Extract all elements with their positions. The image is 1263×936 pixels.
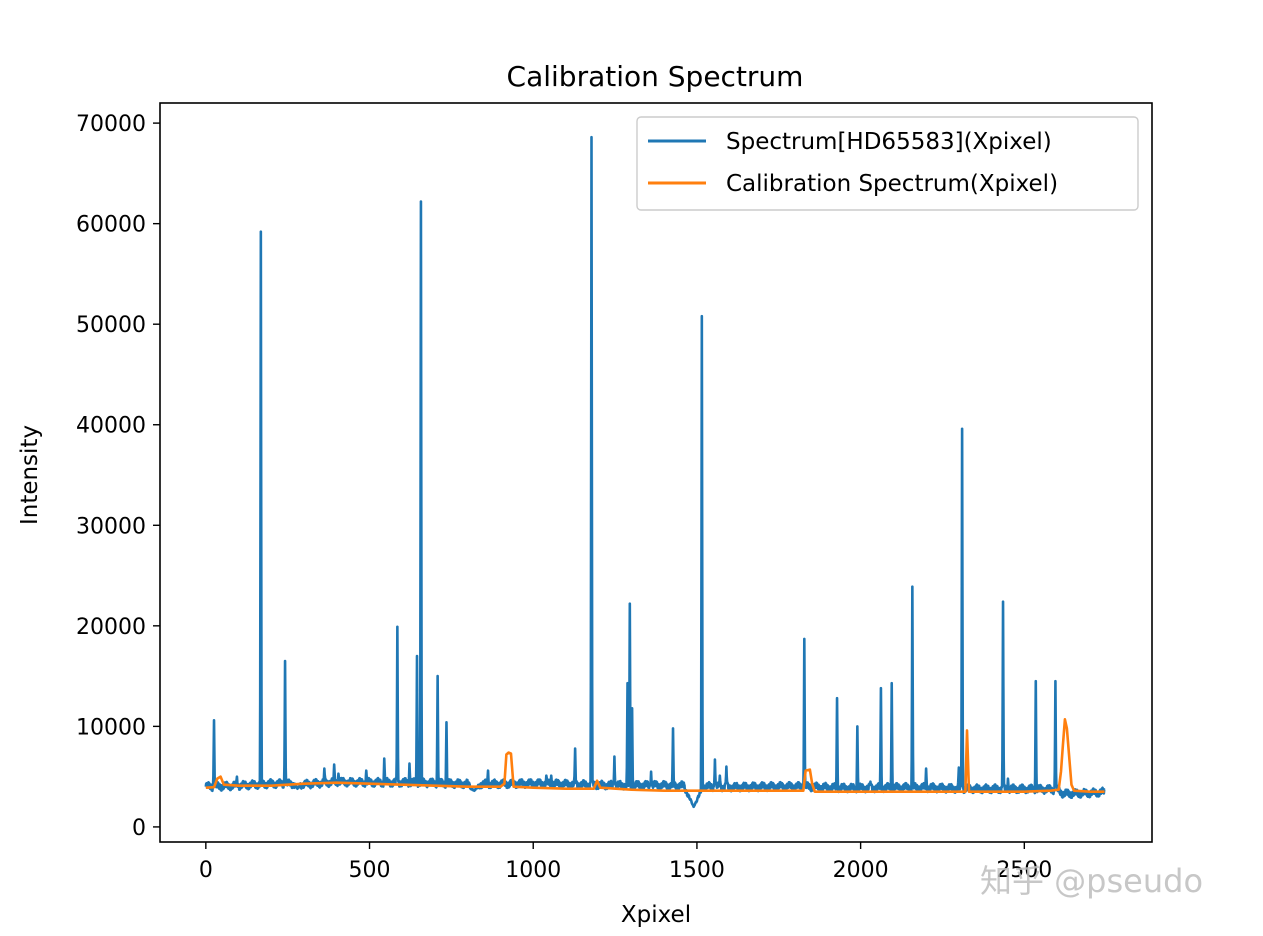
- x-tick-label: 500: [349, 858, 391, 883]
- x-axis: 0 500 1000 1500 2000 2500: [199, 842, 1052, 883]
- y-tick-label: 20000: [76, 615, 146, 640]
- y-tick-label: 30000: [76, 514, 146, 539]
- y-tick-label: 50000: [76, 313, 146, 338]
- x-tick-label: 2000: [833, 858, 889, 883]
- y-tick-label: 70000: [76, 112, 146, 137]
- x-axis-label: Xpixel: [621, 902, 691, 928]
- legend: Spectrum[HD65583](Xpixel) Calibration Sp…: [636, 116, 1139, 211]
- x-tick-label: 2500: [996, 858, 1052, 883]
- y-tick-label: 10000: [76, 715, 146, 740]
- series-layer: [204, 135, 1106, 809]
- legend-label-calibration: Calibration Spectrum(Xpixel): [726, 171, 1058, 197]
- y-axis-label: Intensity: [17, 425, 43, 525]
- y-tick-label: 40000: [76, 414, 146, 439]
- x-tick-label: 0: [199, 858, 213, 883]
- y-axis: 0 10000 20000 30000 40000 50000 60000 70000: [76, 112, 160, 841]
- watermark: 知乎 @pseudo: [980, 862, 1203, 900]
- series-line-spectrum: [204, 135, 1106, 809]
- plot-frame: [159, 102, 1153, 843]
- legend-box: [636, 116, 1139, 211]
- legend-label-spectrum: Spectrum[HD65583](Xpixel): [726, 129, 1052, 155]
- y-tick-label: 60000: [76, 213, 146, 238]
- series-line-calibration: [205, 718, 1105, 794]
- x-tick-label: 1500: [669, 858, 725, 883]
- y-tick-label: 0: [132, 816, 146, 841]
- chart-title: Calibration Spectrum: [507, 60, 804, 93]
- x-tick-label: 1000: [505, 858, 561, 883]
